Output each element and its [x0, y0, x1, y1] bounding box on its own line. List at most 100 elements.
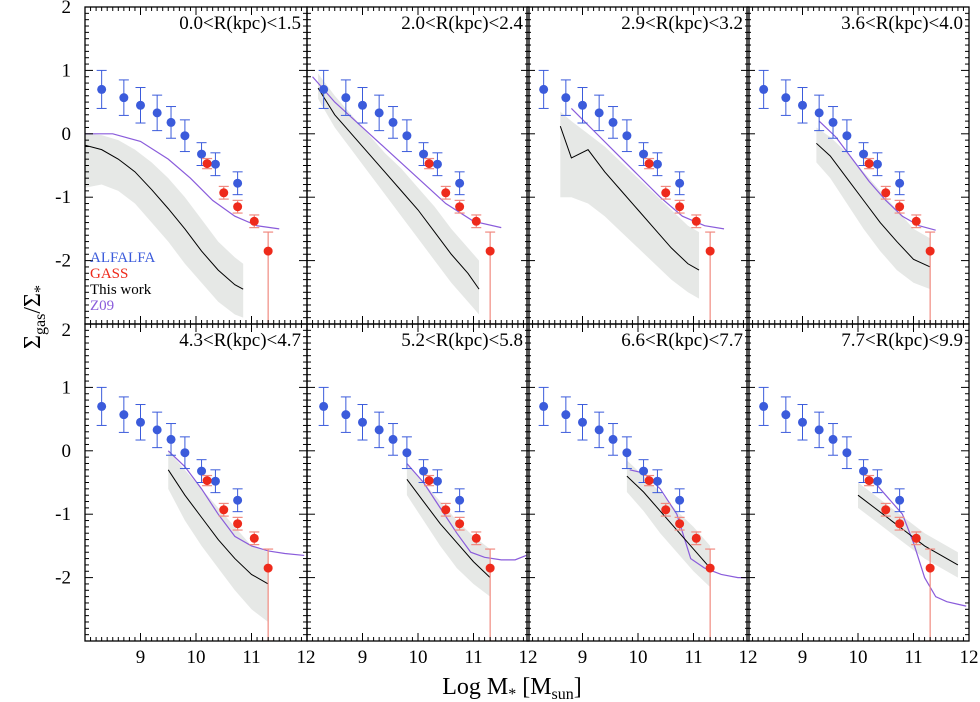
panel-ticks [306, 6, 530, 325]
z09-line [85, 133, 280, 230]
alfalfa-point [432, 476, 442, 486]
x-tick-label: 9 [798, 647, 808, 668]
legend-entry-alfalfa: ALFALFA [90, 250, 155, 266]
alfalfa-point [358, 100, 367, 110]
panel-label: 3.6<R(kpc)<4.0 [841, 13, 963, 34]
panel-data [96, 386, 305, 641]
x-tick-label: 11 [684, 647, 702, 668]
gass-point [705, 563, 715, 573]
alfalfa-point [781, 410, 791, 420]
alfalfa-point [675, 495, 685, 505]
this-work-band [168, 450, 269, 622]
y-tick-label: -2 [55, 568, 71, 589]
gass-point [249, 216, 259, 226]
gass-point [455, 519, 465, 529]
x-tick-label: 11 [904, 647, 922, 668]
panel-ticks [746, 323, 970, 642]
panel-ticks [746, 6, 970, 325]
alfalfa-point [388, 434, 398, 444]
x-tick-label: 10 [629, 647, 648, 668]
gass-point [219, 505, 229, 515]
alfalfa-point [166, 117, 176, 127]
alfalfa-point [872, 476, 882, 486]
this-work-band [626, 460, 711, 588]
panel-data [312, 69, 502, 324]
gass-point [455, 202, 465, 212]
alfalfa-point [895, 495, 905, 505]
alfalfa-point [759, 84, 769, 94]
gass-point [233, 519, 243, 529]
gass-point [911, 216, 921, 226]
panel-data [758, 386, 967, 641]
alfalfa-point [859, 149, 869, 159]
x-tick-label: 12 [297, 647, 316, 668]
gass-point [233, 202, 243, 212]
alfalfa-point [872, 159, 882, 169]
gass-point [263, 246, 273, 256]
alfalfa-point [859, 466, 869, 476]
y-tick-label: -1 [55, 504, 71, 525]
panel-1: 0.0<R(kpc)<1.5 -2 -1 0 1 2 [55, 0, 308, 325]
gass-point [249, 533, 259, 543]
alfalfa-point [539, 401, 549, 411]
gass-point [705, 246, 715, 256]
y-axis-title: Σgas/Σ* [20, 285, 49, 349]
alfalfa-point [97, 401, 107, 411]
this-work-line [85, 144, 244, 290]
alfalfa-point [136, 100, 145, 110]
x-tick-label: 12 [739, 647, 758, 668]
alfalfa-point [419, 466, 429, 476]
alfalfa-point [814, 425, 824, 435]
gass-point [424, 476, 434, 486]
alfalfa-point [402, 131, 412, 141]
this-work-band [816, 127, 931, 290]
panel-data [318, 386, 527, 641]
y-tick-label: 2 [62, 320, 72, 341]
alfalfa-point [539, 84, 549, 94]
x-tick-label: 11 [242, 647, 260, 668]
x-tick-label: 12 [519, 647, 538, 668]
alfalfa-point [97, 84, 107, 94]
alfalfa-point [759, 401, 769, 411]
alfalfa-point [828, 117, 838, 127]
gass-point [911, 533, 921, 543]
this-work-line [816, 142, 931, 268]
alfalfa-point [455, 178, 465, 188]
gass-point [925, 563, 935, 573]
x-tick-label: 12 [960, 647, 979, 668]
gass-point [202, 159, 212, 169]
y-tick-label: -1 [55, 187, 71, 208]
alfalfa-point [578, 100, 587, 110]
alfalfa-point [233, 178, 243, 188]
alfalfa-point [419, 149, 429, 159]
alfalfa-point [319, 401, 329, 411]
gass-point [263, 563, 273, 573]
x-tick-label: 10 [849, 647, 868, 668]
alfalfa-point [652, 476, 662, 486]
gass-point [925, 246, 935, 256]
alfalfa-point [639, 149, 649, 159]
alfalfa-point [432, 159, 442, 169]
panel-data [85, 69, 280, 324]
alfalfa-point [136, 417, 145, 427]
alfalfa-point [180, 448, 190, 458]
x-tick-label: 9 [358, 647, 368, 668]
panel-label: 5.2<R(kpc)<5.8 [401, 330, 523, 351]
this-work-line [559, 126, 700, 271]
gass-point [219, 188, 229, 198]
alfalfa-point [608, 117, 618, 127]
z09-line [406, 463, 527, 561]
z09-line [167, 450, 305, 557]
alfalfa-point [781, 93, 791, 103]
alfalfa-point [608, 434, 618, 444]
panel-data [758, 69, 936, 324]
alfalfa-point [594, 108, 604, 118]
panel-2: 2.0<R(kpc)<2.4 [306, 6, 530, 325]
legend-entry-z09: Z09 [90, 298, 114, 314]
this-work-band [318, 73, 480, 315]
gass-point [881, 188, 891, 198]
gass-point [881, 505, 891, 515]
alfalfa-point [341, 93, 351, 103]
alfalfa-point [561, 410, 571, 420]
